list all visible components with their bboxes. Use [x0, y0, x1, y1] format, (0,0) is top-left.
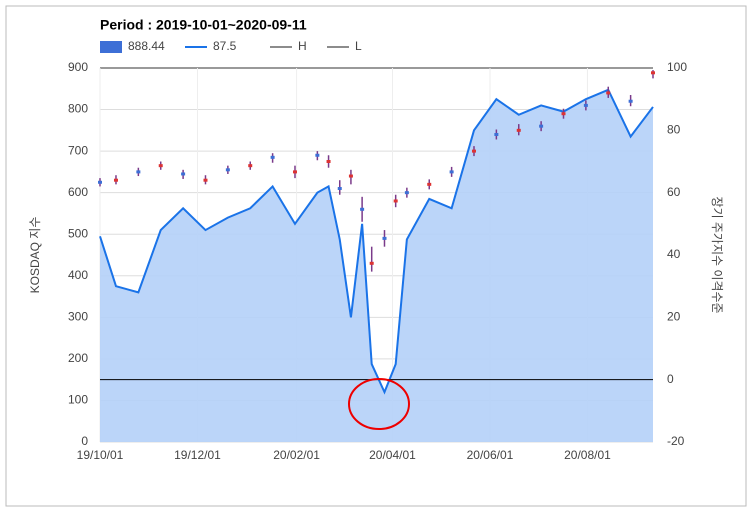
y-tick-label: 200 — [68, 351, 88, 365]
candle-close — [583, 103, 588, 107]
candle-close — [516, 128, 521, 132]
x-tick-label: 19/10/01 — [77, 448, 124, 462]
highlight-circle — [348, 378, 410, 430]
candle-close — [393, 199, 398, 203]
y2-tick-label: -20 — [667, 434, 685, 448]
candle-close — [427, 182, 432, 186]
y2-tick-label: 60 — [667, 185, 681, 199]
x-tick-label: 20/06/01 — [467, 448, 514, 462]
candle-close — [449, 170, 454, 174]
y2-tick-label: 80 — [667, 123, 681, 137]
legend-label: L — [355, 39, 362, 53]
y2-axis-label: 장기 주가지수 이격수준 — [710, 196, 724, 313]
legend-label: 888.44 — [128, 39, 165, 53]
y-tick-label: 900 — [68, 60, 88, 74]
candle-close — [136, 170, 141, 174]
legend-label: 87.5 — [213, 39, 237, 53]
candle-close — [248, 164, 253, 168]
y-axis-label: KOSDAQ 지수 — [28, 217, 42, 294]
legend-swatch — [100, 41, 122, 53]
candle-close — [628, 99, 633, 103]
candle-close — [98, 180, 102, 184]
candle-close — [471, 149, 476, 153]
line — [99, 88, 654, 395]
candle-close — [270, 155, 275, 159]
candle-close — [539, 124, 544, 128]
y-tick-label: 0 — [81, 434, 88, 448]
candle-close — [369, 261, 374, 265]
candle-close — [561, 112, 566, 116]
candle-close — [113, 178, 118, 182]
candle-close — [382, 236, 387, 240]
candle-close — [181, 172, 186, 176]
candle-close — [348, 174, 353, 178]
candle-close — [360, 207, 365, 211]
area — [100, 89, 653, 443]
x-tick-label: 20/02/01 — [273, 448, 320, 462]
y-tick-label: 100 — [68, 393, 88, 407]
y-tick-label: 800 — [68, 102, 88, 116]
candle-close — [337, 187, 342, 191]
y-tick-label: 400 — [68, 268, 88, 282]
y2-tick-label: 20 — [667, 310, 681, 324]
y2-tick-label: 100 — [667, 60, 687, 74]
candle-close — [315, 153, 320, 157]
y2-tick-label: 40 — [667, 247, 681, 261]
candle-close — [494, 132, 499, 136]
candle-close — [651, 71, 655, 75]
y-tick-label: 300 — [68, 310, 88, 324]
candle-close — [606, 91, 611, 95]
legend-label: H — [298, 39, 307, 53]
x-tick-label: 20/04/01 — [369, 448, 416, 462]
candle-close — [158, 164, 163, 168]
candle-close — [404, 191, 409, 195]
candle-close — [326, 160, 331, 163]
candle-close — [292, 170, 297, 174]
y-tick-label: 700 — [68, 143, 88, 157]
y-tick-label: 500 — [68, 226, 88, 240]
candle-close — [225, 168, 230, 172]
x-tick-label: 19/12/01 — [174, 448, 221, 462]
y-tick-label: 600 — [68, 185, 88, 199]
chart-title: Period : 2019-10-01~2020-09-11 — [100, 17, 307, 33]
x-tick-label: 20/08/01 — [564, 448, 611, 462]
candle-close — [203, 178, 208, 182]
y2-tick-label: 0 — [667, 372, 674, 386]
